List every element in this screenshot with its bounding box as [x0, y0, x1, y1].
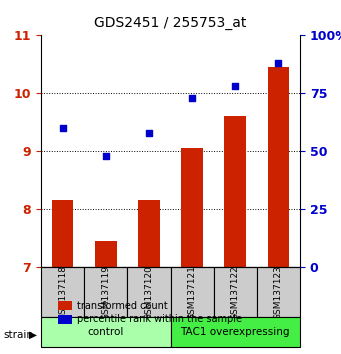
Text: GDS2451 / 255753_at: GDS2451 / 255753_at	[94, 16, 247, 30]
Point	[233, 84, 238, 89]
Text: percentile rank within the sample: percentile rank within the sample	[77, 314, 242, 324]
Text: GSM137121: GSM137121	[188, 265, 197, 320]
Bar	[95, 241, 117, 267]
FancyBboxPatch shape	[127, 267, 170, 318]
FancyBboxPatch shape	[214, 267, 257, 318]
Bar	[224, 116, 246, 267]
Text: strain: strain	[3, 330, 33, 339]
Point	[146, 130, 152, 136]
Text: GSM137119: GSM137119	[101, 265, 110, 320]
Point	[189, 95, 195, 101]
FancyBboxPatch shape	[84, 267, 127, 318]
Text: GSM137120: GSM137120	[144, 265, 153, 320]
Bar	[181, 148, 203, 267]
FancyBboxPatch shape	[41, 318, 170, 347]
Text: GSM137122: GSM137122	[231, 265, 240, 320]
FancyBboxPatch shape	[170, 267, 214, 318]
FancyBboxPatch shape	[170, 318, 300, 347]
Bar	[52, 200, 73, 267]
Text: ▶: ▶	[29, 330, 37, 339]
Point	[60, 125, 65, 131]
Text: GSM137123: GSM137123	[274, 265, 283, 320]
Text: transformed count: transformed count	[77, 301, 167, 310]
Text: TAC1 overexpressing: TAC1 overexpressing	[180, 327, 290, 337]
FancyBboxPatch shape	[41, 267, 84, 318]
Bar	[268, 67, 289, 267]
Bar	[138, 200, 160, 267]
Text: GSM137118: GSM137118	[58, 265, 67, 320]
Text: control: control	[88, 327, 124, 337]
FancyBboxPatch shape	[257, 267, 300, 318]
Point	[276, 60, 281, 66]
Point	[103, 153, 108, 159]
